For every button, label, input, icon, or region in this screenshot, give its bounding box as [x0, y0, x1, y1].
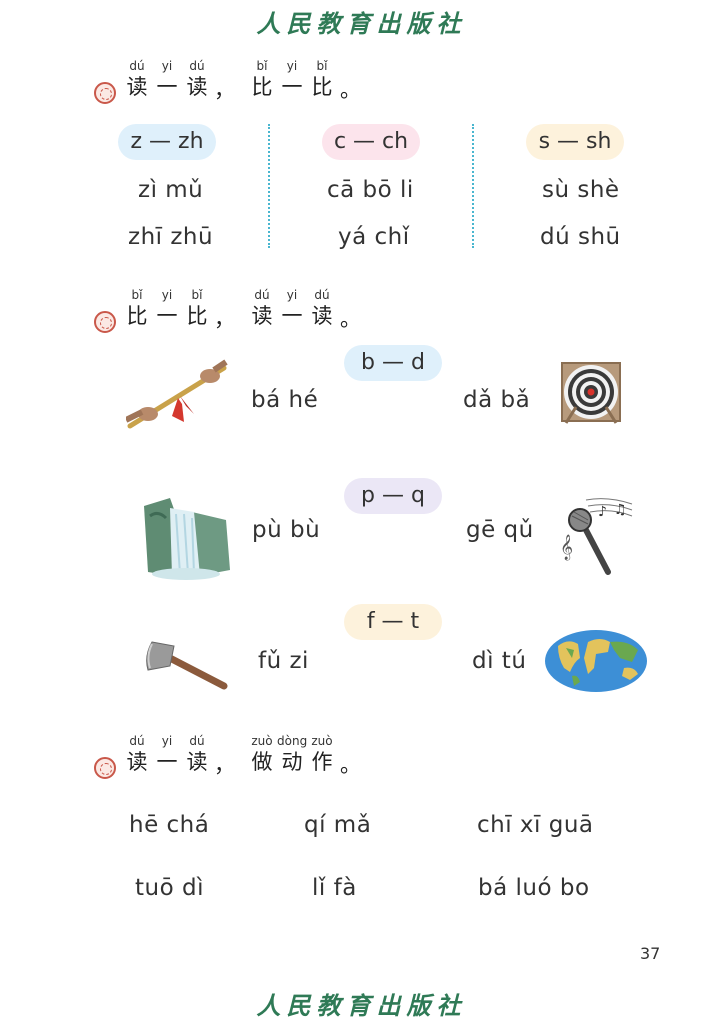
pill-p-q: p — q [344, 478, 442, 514]
heading-char: dú 读 [122, 733, 152, 775]
heading-char: dú 读 [122, 58, 152, 100]
word-tuo-di: tuō dì [135, 875, 204, 901]
heading-char: yi 一 [152, 733, 182, 775]
target-icon [560, 361, 622, 425]
word-chi-xi-gua: chī xī guā [477, 812, 594, 838]
pill-b-d: b — d [344, 345, 442, 381]
seal-icon [94, 757, 116, 779]
column-divider [268, 124, 270, 248]
axe-icon [144, 636, 228, 692]
heading-comma: ， [214, 303, 235, 333]
world-map-icon [544, 628, 648, 694]
pill-s-sh: s — sh [526, 124, 624, 160]
microphone-icon: ♪ ♫ 𝄞 [556, 496, 636, 576]
word-ca-bo-li: cā bō li [327, 177, 414, 203]
word-zhi-zhu: zhī zhū [128, 224, 213, 250]
heading-char: yi 一 [277, 58, 307, 100]
heading-char: bǐ 比 [307, 58, 337, 100]
word-ge-qu: gē qǔ [466, 517, 534, 543]
seal-icon [94, 311, 116, 333]
svg-text:♫: ♫ [614, 502, 627, 518]
word-fu-zi: fǔ zi [258, 648, 309, 674]
heading-char: yi 一 [152, 58, 182, 100]
heading-period: 。 [340, 74, 361, 104]
heading-char: zuò 作 [307, 733, 337, 775]
column-divider [472, 124, 474, 248]
pill-f-t: f — t [344, 604, 442, 640]
seal-icon [94, 82, 116, 104]
waterfall-icon [140, 496, 232, 580]
pill-c-ch: c — ch [322, 124, 420, 160]
heading-char: yi 一 [277, 287, 307, 329]
heading-char: bǐ 比 [247, 58, 277, 100]
word-qi-ma: qí mǎ [304, 812, 371, 838]
section3-heading: dú 读 yi 一 dú 读 ， zuò 做 dòng 动 zuò 作 。 [94, 733, 494, 781]
word-he-cha: hē chá [129, 812, 209, 838]
section2-heading: bǐ 比 yi 一 bǐ 比 ， dú 读 yi 一 dú 读 。 [94, 287, 494, 335]
word-di-tu: dì tú [472, 648, 526, 674]
heading-char: dú 读 [182, 733, 212, 775]
word-pu-bu: pù bù [252, 517, 320, 543]
pill-z-zh: z — zh [118, 124, 216, 160]
heading-char: zuò 做 [247, 733, 277, 775]
svg-text:♪: ♪ [598, 504, 607, 520]
heading-period: 。 [340, 749, 361, 779]
word-da-ba: dǎ bǎ [463, 387, 530, 413]
heading-char: yi 一 [152, 287, 182, 329]
heading-char: dú 读 [182, 58, 212, 100]
publisher-header: 人民教育出版社 [0, 4, 723, 39]
heading-char: dòng 动 [277, 733, 307, 775]
section1-heading: dú 读 yi 一 dú 读 ， bǐ 比 yi 一 bǐ 比 。 [94, 58, 494, 106]
word-ba-he: bá hé [251, 387, 318, 413]
heading-char: bǐ 比 [182, 287, 212, 329]
word-ba-luo-bo: bá luó bo [478, 875, 590, 901]
word-du-shu: dú shū [540, 224, 621, 250]
heading-comma: ， [214, 749, 235, 779]
heading-char: bǐ 比 [122, 287, 152, 329]
word-ya-chi: yá chǐ [338, 224, 410, 250]
heading-char: dú 读 [307, 287, 337, 329]
word-zi-mu: zì mǔ [138, 177, 203, 203]
publisher-footer: 人民教育出版社 [0, 986, 723, 1021]
word-su-she: sù shè [542, 177, 620, 203]
word-li-fa: lǐ fà [312, 875, 357, 901]
heading-char: dú 读 [247, 287, 277, 329]
heading-period: 。 [340, 303, 361, 333]
heading-comma: ， [214, 74, 235, 104]
svg-text:𝄞: 𝄞 [560, 534, 573, 560]
tug-of-war-rope-icon [126, 356, 228, 436]
page-number: 37 [640, 944, 660, 963]
